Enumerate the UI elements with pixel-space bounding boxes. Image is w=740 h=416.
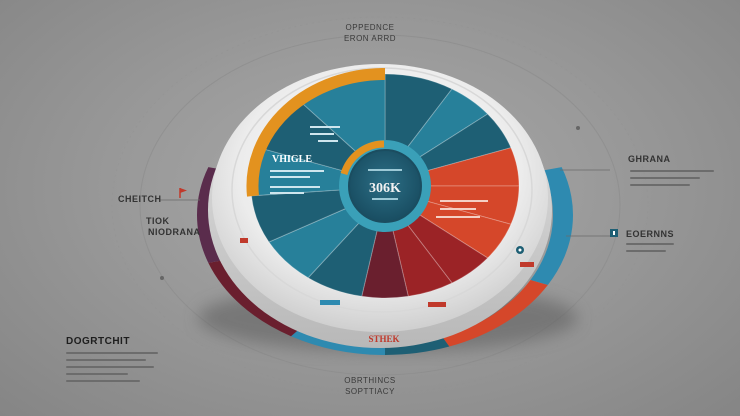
hub-caption-line xyxy=(368,169,402,171)
info-square-icon xyxy=(610,229,618,237)
wedge-ring xyxy=(250,73,520,299)
pin-icon xyxy=(516,246,524,254)
placeholder-line xyxy=(66,352,158,354)
left-label-tiok: TIOK xyxy=(146,216,170,226)
hub-caption-line xyxy=(372,198,398,200)
placeholder-line xyxy=(630,184,690,186)
top-caption: OPPEDNCE ERON ARRD xyxy=(330,22,410,44)
ring-tag xyxy=(240,238,248,243)
bottom-left-title: DOGRTCHIT xyxy=(66,336,130,347)
ring-tag xyxy=(320,300,340,305)
ring-label: STHEK xyxy=(368,334,399,344)
hub-inner xyxy=(348,149,422,223)
orbit-dot xyxy=(576,126,580,130)
placeholder-line xyxy=(66,359,146,361)
left-label-niodrana: NIODRANA xyxy=(148,227,201,237)
wedge-text-lines xyxy=(270,126,340,194)
right-label-eoernns: EOERNNS xyxy=(626,229,675,239)
bottom-caption: OBRTHINCS SOPTTIACY xyxy=(330,375,410,397)
flag-icon xyxy=(179,188,187,198)
orbit-dot xyxy=(160,276,164,280)
center-value: 306K xyxy=(369,181,401,196)
ring-tag xyxy=(520,262,534,267)
ring-tag xyxy=(428,302,446,307)
top-caption-line-1: OPPEDNCE xyxy=(345,23,395,32)
wedge-text-lines-right xyxy=(436,200,488,218)
bottom-caption-line-1: OBRTHINCS xyxy=(344,376,396,385)
orbit-arc-outer xyxy=(139,34,621,376)
orbit-arc-inner xyxy=(111,16,649,394)
placeholder-line xyxy=(626,243,674,245)
floor-ring-segment xyxy=(385,337,450,355)
placeholder-line xyxy=(626,250,666,252)
disc-rim-groove xyxy=(231,67,533,313)
placeholder-line xyxy=(630,177,700,179)
placeholder-line xyxy=(66,366,154,368)
orange-arc-band xyxy=(246,67,386,197)
placeholder-line xyxy=(66,373,128,375)
top-caption-line-2: ERON ARRD xyxy=(343,34,397,43)
right-label-ghrana: GHRANA xyxy=(628,154,671,164)
left-label-cheitch: CHEITCH xyxy=(118,194,162,204)
bottom-caption-line-2: SOPTTIACY xyxy=(345,387,395,396)
floor-ring-segment xyxy=(530,167,574,285)
placeholder-line xyxy=(630,170,714,172)
callout-lines xyxy=(160,169,610,237)
floor-ring-segment xyxy=(442,280,548,347)
hub-orange-arc xyxy=(340,140,385,176)
inner-wedge-label: VHIGLE xyxy=(272,154,312,165)
placeholder-line xyxy=(66,380,140,382)
